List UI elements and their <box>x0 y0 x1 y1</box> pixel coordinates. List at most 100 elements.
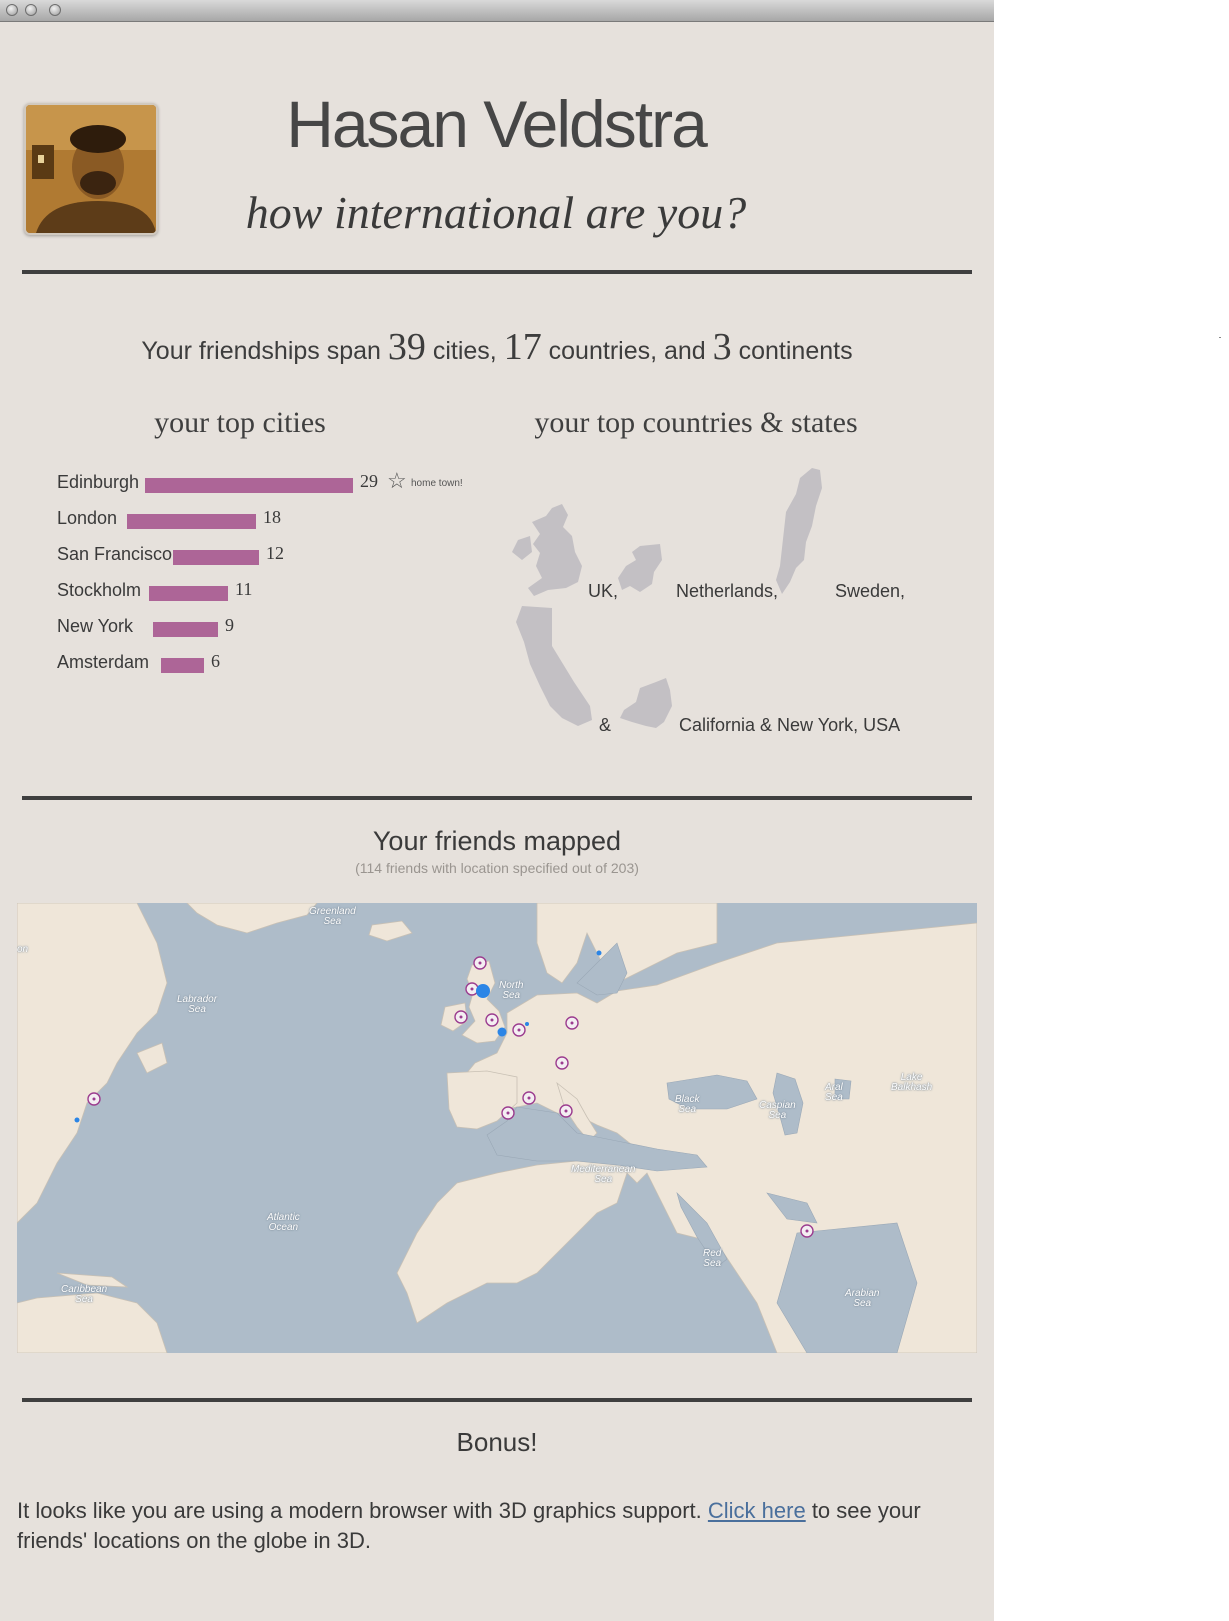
map-label-caribbean: Caribbean Sea <box>61 1284 108 1305</box>
stray-mark <box>1219 337 1221 338</box>
map-label-atlantic: Atlantic Ocean <box>267 1212 300 1233</box>
map-section-title: Your friends mapped <box>372 826 622 856</box>
city-value: 18 <box>263 507 281 527</box>
city-name: New York <box>57 616 134 636</box>
friend-location-dot[interactable] <box>74 1117 80 1123</box>
friends-map[interactable]: Greenland Sea Labrador Sea North Sea Black … <box>17 903 977 1353</box>
country-shapes <box>512 468 822 728</box>
friend-location-dot[interactable] <box>596 950 602 956</box>
arabian-sea-water <box>776 1222 918 1353</box>
city-bar <box>153 622 218 637</box>
new-york-shape <box>620 678 672 728</box>
minimize-window-button[interactable] <box>25 4 37 16</box>
mediterranean-water <box>486 1106 708 1172</box>
map-label-balkhash: Lake Balkhash <box>891 1072 933 1093</box>
friend-cluster-center <box>564 1109 568 1113</box>
countries-count: 17 <box>503 326 542 368</box>
bonus-text-after: to see your friends' locations on the gl… <box>17 1498 921 1553</box>
friend-cluster-center <box>570 1021 574 1025</box>
friend-cluster-center <box>459 1015 463 1019</box>
city-name: Edinburgh <box>57 472 140 492</box>
cities-word: cities, <box>432 337 497 365</box>
continents-count: 3 <box>712 326 732 368</box>
netherlands-shape <box>618 544 662 592</box>
north-america-land <box>17 903 168 1224</box>
city-bar <box>161 658 204 673</box>
bonus-text: It looks like you are using a modern bro… <box>17 1496 967 1556</box>
friend-cluster-center <box>478 961 482 965</box>
city-name: Stockholm <box>57 580 142 600</box>
friend-cluster-center <box>92 1097 96 1101</box>
uk-shape <box>512 504 582 596</box>
country-label: Netherlands, <box>676 581 779 601</box>
caspian-sea-water <box>772 1072 804 1136</box>
map-label-caspian: Caspian Sea <box>759 1100 796 1121</box>
divider <box>22 270 972 274</box>
map-label-arabian: Arabian Sea <box>845 1288 880 1309</box>
city-value: 9 <box>225 615 234 635</box>
friend-cluster-center <box>560 1061 564 1065</box>
map-label-edge: on <box>17 944 29 955</box>
iberia-land <box>446 1070 518 1130</box>
caribbean-land <box>17 1292 168 1353</box>
california-shape <box>516 606 592 726</box>
close-window-button[interactable] <box>6 4 18 16</box>
persian-gulf-water <box>766 1192 818 1224</box>
friend-location-dot[interactable] <box>525 1022 529 1026</box>
city-value: 29 <box>360 471 378 491</box>
friend-location-dot[interactable] <box>476 984 490 998</box>
map-canvas[interactable] <box>17 903 977 1353</box>
country-label: Sweden, <box>835 581 906 601</box>
map-label-labrador: Labrador Sea <box>177 994 218 1015</box>
city-value: 11 <box>235 579 253 599</box>
friend-cluster-center <box>517 1028 521 1032</box>
zoom-window-button[interactable] <box>49 4 61 16</box>
map-label-red: Red Sea <box>703 1248 722 1269</box>
ireland-land <box>440 1002 468 1032</box>
bonus-title: Bonus! <box>456 1427 538 1457</box>
profile-name: Hasan Veldstra <box>286 87 708 161</box>
city-bar <box>145 478 353 493</box>
black-sea-water <box>666 1074 758 1110</box>
cities-count: 39 <box>387 326 426 368</box>
window-titlebar <box>0 0 994 22</box>
page-tagline: how international are you? <box>245 187 747 238</box>
map-label-black_sea: Black Sea <box>675 1094 700 1115</box>
scandinavia-land <box>536 903 718 984</box>
aral-sea-water <box>834 1078 852 1100</box>
cuba-land <box>56 1272 129 1288</box>
red-sea-water <box>676 1191 728 1268</box>
map-label-greenland: Greenland Sea <box>309 906 356 927</box>
top-countries-heading: your top countries & states <box>534 406 858 439</box>
friendship-summary: Your friendships span 39 cities, 17 coun… <box>22 325 972 369</box>
city-bar <box>149 586 228 601</box>
sweden-shape <box>776 468 822 594</box>
city-bar <box>127 514 256 529</box>
friend-cluster-center <box>490 1018 494 1022</box>
city-value: 6 <box>211 651 220 671</box>
country-label: UK, <box>588 581 619 601</box>
continents-word: continents <box>738 337 853 365</box>
city-name: London <box>57 508 118 528</box>
city-name: San Francisco <box>57 544 173 564</box>
star-icon: ☆ <box>387 468 407 493</box>
iceland-land <box>368 920 413 942</box>
divider <box>22 1398 972 1402</box>
globe-3d-link[interactable]: Click here <box>707 1498 806 1523</box>
browser-window: Hasan Veldstra how international are you… <box>0 0 994 1621</box>
friend-cluster-center <box>527 1096 531 1100</box>
greenland-land <box>186 903 318 934</box>
divider <box>22 796 972 800</box>
city-name: Amsterdam <box>57 652 150 672</box>
home-town-note: home town! <box>411 478 463 489</box>
friend-cluster-center <box>805 1229 809 1233</box>
city-bar <box>173 550 259 565</box>
bonus-text-before: It looks like you are using a modern bro… <box>17 1498 708 1523</box>
friend-cluster-center <box>470 987 474 991</box>
friend-location-dot[interactable] <box>497 1027 507 1037</box>
map-section-subtitle: (114 friends with location specified out… <box>355 860 639 876</box>
baltic-water <box>576 942 628 996</box>
profile-avatar <box>24 103 158 235</box>
map-label-aral: Aral Sea <box>825 1082 843 1103</box>
map-label-north_sea: North Sea <box>499 980 524 1001</box>
